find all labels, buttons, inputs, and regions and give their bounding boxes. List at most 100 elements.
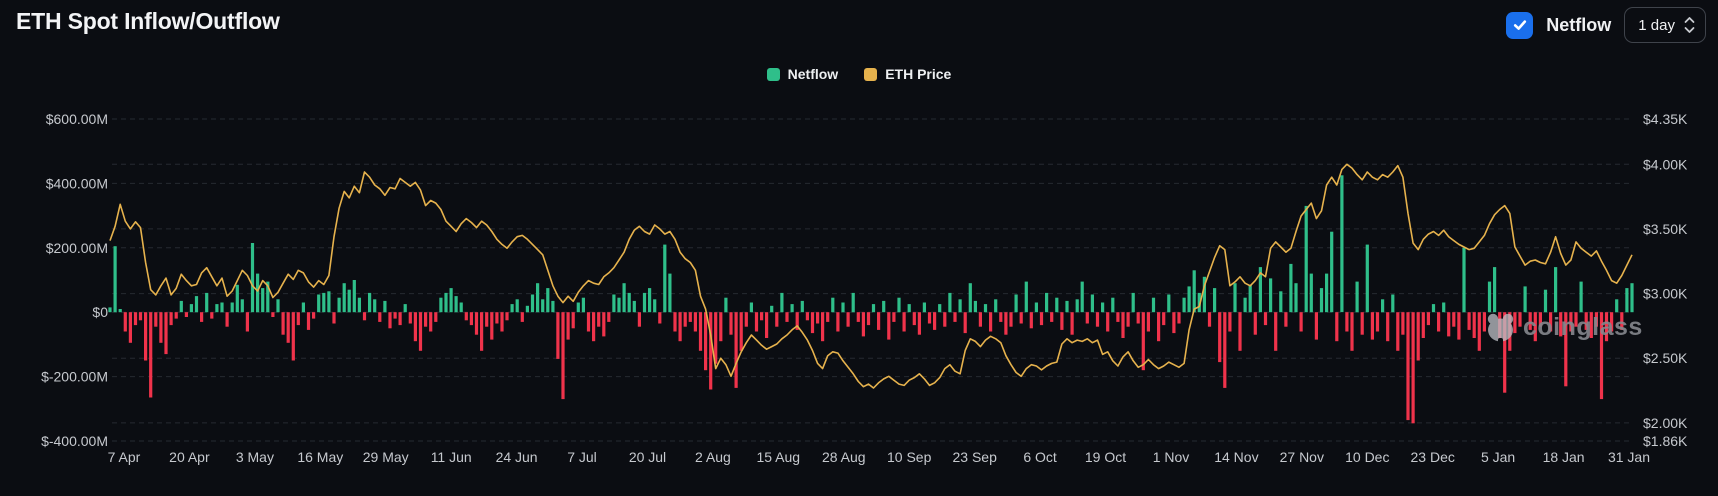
netflow-bar: [734, 312, 738, 388]
netflow-bar: [159, 312, 163, 343]
netflow-bar: [327, 291, 331, 313]
netflow-bar: [271, 312, 275, 317]
x-axis-tick: 6 Oct: [1023, 449, 1057, 465]
netflow-bar: [1039, 312, 1044, 326]
netflow-bar: [1615, 299, 1619, 313]
netflow-bar: [1340, 175, 1344, 313]
netflow-bar: [220, 302, 224, 313]
netflow-bar: [1391, 294, 1395, 313]
netflow-bar: [1146, 312, 1150, 332]
netflow-bar: [775, 312, 779, 327]
netflow-bar: [189, 304, 193, 313]
netflow-bar: [851, 292, 855, 313]
netflow-bar: [337, 297, 341, 313]
netflow-bar: [760, 312, 764, 321]
netflow-bar: [1431, 304, 1436, 313]
netflow-bar: [250, 243, 255, 313]
netflow-bar: [871, 304, 876, 313]
netflow-bar: [480, 312, 484, 351]
netflow-bar: [551, 300, 555, 313]
netflow-bar: [515, 299, 519, 313]
netflow-bar: [536, 283, 540, 313]
netflow-bar: [1487, 281, 1492, 313]
netflow-bar: [642, 292, 647, 313]
netflow-bar: [673, 312, 677, 332]
netflow-bar: [1330, 231, 1334, 313]
netflow-checkbox[interactable]: [1506, 11, 1534, 39]
netflow-bar: [1416, 312, 1420, 361]
netflow-bar: [352, 280, 356, 313]
left-axis-tick: $0: [92, 304, 108, 320]
netflow-bar: [261, 288, 265, 313]
netflow-bar: [1279, 291, 1283, 313]
netflow-bar: [291, 312, 295, 361]
netflow-bar: [1345, 312, 1349, 332]
netflow-bar: [653, 299, 657, 313]
netflow-swatch: [766, 67, 780, 81]
netflow-bar: [1467, 312, 1471, 330]
netflow-bar: [1630, 283, 1634, 313]
left-axis-tick: $-200.00M: [41, 369, 108, 385]
netflow-bar: [306, 312, 311, 330]
legend-item-netflow[interactable]: Netflow: [766, 66, 838, 82]
x-axis-tick: 7 Jul: [567, 449, 597, 465]
netflow-bar: [296, 312, 300, 326]
x-axis-tick: 3 May: [236, 449, 274, 465]
netflow-bar: [1299, 312, 1303, 332]
netflow-bar: [785, 312, 789, 322]
netflow-bar: [1131, 292, 1135, 313]
netflow-bar: [123, 312, 127, 332]
interval-select[interactable]: 1 day: [1624, 7, 1706, 43]
netflow-bar: [194, 296, 199, 313]
netflow-bar: [1523, 286, 1527, 313]
netflow-bar: [256, 273, 260, 313]
netflow-bar: [108, 307, 112, 313]
netflow-bar: [1498, 312, 1502, 338]
x-axis-tick: 20 Apr: [169, 449, 210, 465]
right-axis-tick: $1.86K: [1643, 433, 1688, 449]
netflow-bar: [1218, 312, 1222, 363]
netflow-bar: [1574, 312, 1578, 327]
legend-item-eth-price[interactable]: ETH Price: [864, 66, 951, 82]
right-axis-tick: $2.50K: [1643, 350, 1688, 366]
chart-legend: Netflow ETH Price: [0, 66, 1718, 82]
right-axis-tick: $2.00K: [1643, 415, 1688, 431]
netflow-bar: [520, 312, 524, 322]
netflow-bar: [444, 292, 448, 313]
netflow-bar: [973, 300, 977, 313]
netflow-bar: [1309, 273, 1313, 313]
netflow-bar: [887, 312, 891, 340]
x-axis-tick: 7 Apr: [108, 449, 141, 465]
netflow-bar: [714, 312, 718, 364]
netflow-bar: [1009, 312, 1013, 327]
netflow-bar: [989, 312, 993, 332]
netflow-bar: [1024, 281, 1028, 313]
netflow-bar: [1162, 312, 1166, 326]
netflow-bar: [1493, 267, 1497, 313]
page-title: ETH Spot Inflow/Outflow: [16, 8, 280, 34]
netflow-bar: [922, 302, 926, 313]
netflow-bar: [581, 297, 585, 313]
netflow-bar: [1050, 312, 1054, 322]
netflow-bar: [1116, 312, 1120, 322]
netflow-bar: [1462, 247, 1466, 313]
netflow-bar: [149, 312, 153, 398]
netflow-bar: [490, 312, 494, 340]
netflow-bar: [454, 296, 458, 313]
netflow-bar: [332, 312, 336, 324]
netflow-bar: [1192, 270, 1196, 313]
netflow-bar: [429, 312, 433, 332]
netflow-bar: [1202, 276, 1206, 313]
netflow-bar: [424, 312, 428, 327]
netflow-bar: [892, 312, 896, 322]
netflow-bar: [1457, 312, 1461, 340]
netflow-bar: [235, 284, 239, 313]
netflow-bar: [770, 305, 774, 313]
netflow-bar: [1375, 312, 1380, 332]
header-controls: Netflow 1 day: [1506, 7, 1706, 43]
netflow-bar: [1442, 302, 1446, 313]
netflow-bar: [113, 246, 117, 313]
netflow-bar: [1065, 300, 1069, 313]
netflow-bar: [597, 312, 601, 327]
